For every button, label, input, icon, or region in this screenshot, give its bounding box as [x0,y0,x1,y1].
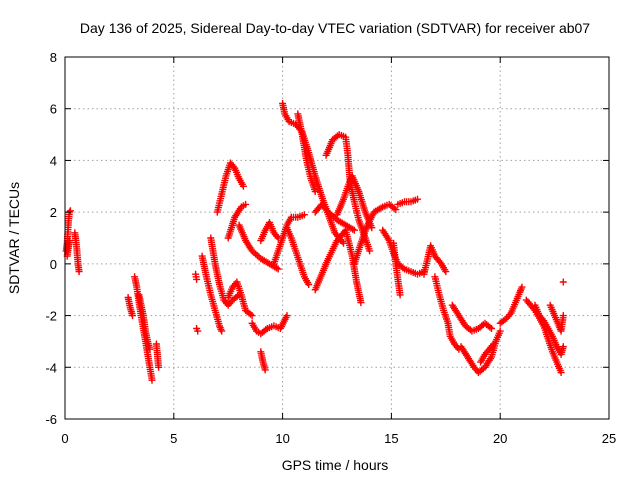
data-point [557,369,565,376]
data-point [442,268,450,276]
data-point [518,283,526,291]
data-point [193,275,201,283]
x-tick-label: 5 [170,431,177,446]
x-axis-label: GPS time / hours [282,457,389,473]
data-point [300,211,308,219]
y-tick-label: -4 [45,360,57,375]
data-point [488,325,495,332]
data-point [239,182,247,190]
y-tick-label: -2 [45,309,57,324]
data-point [559,343,567,351]
data-point [311,188,319,195]
x-tick-label: 15 [384,431,398,446]
data-point [350,226,358,234]
chart-title: Day 136 of 2025, Sidereal Day-to-day VTE… [80,20,590,36]
data-point [248,312,256,320]
y-tick-labels: -6 -4 -2 0 2 4 6 8 [45,50,57,427]
x-tick-labels: 0 5 10 15 20 25 [61,431,616,446]
y-tick-label: 2 [50,205,57,220]
data-point [559,278,567,286]
data-point [261,366,269,374]
y-tick-label: 6 [50,102,57,117]
y-axis-label: SDTVAR / TECUs [6,182,22,294]
x-tick-label: 20 [493,431,507,446]
data-point [496,327,504,335]
data-point [129,312,136,320]
x-tick-label: 0 [61,431,68,446]
y-tick-label: 0 [50,257,57,272]
data-point [155,363,163,371]
data-point [247,310,254,318]
data-point [486,323,494,331]
y-tick-label: 4 [50,153,57,168]
plot-frame [64,56,610,420]
y-tick-label: -6 [45,412,57,427]
data-point [242,200,250,208]
data-point [366,247,374,255]
data-point [559,312,567,320]
data-points [62,100,567,384]
data-point [490,340,498,348]
data-point [274,265,282,273]
data-point [392,206,400,214]
data-point [194,327,202,335]
x-tick-label: 25 [602,431,616,446]
y-tick-label: 8 [50,50,57,65]
data-point [218,327,226,335]
data-point [65,237,73,245]
data-point [66,207,74,215]
data-point [283,312,291,320]
data-point [146,345,154,353]
data-point [357,299,365,307]
data-point [414,195,421,203]
data-point [396,291,404,299]
data-point [75,268,83,276]
data-point [148,376,156,384]
x-tick-label: 10 [275,431,289,446]
data-point [305,281,313,288]
